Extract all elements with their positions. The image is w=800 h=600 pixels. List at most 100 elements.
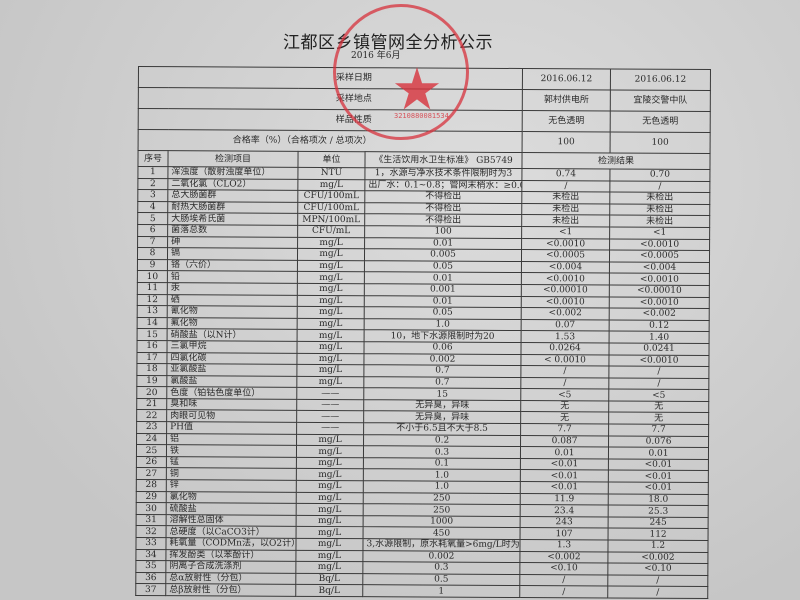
result-site-2: <0.002 xyxy=(609,308,710,321)
result-site-2: 0.076 xyxy=(608,435,709,448)
standard-limit: 0.01 xyxy=(364,295,522,308)
row-number: 37 xyxy=(135,583,166,596)
row-number: 33 xyxy=(135,537,167,550)
column-header: 检测项目 xyxy=(167,150,299,168)
result-site-1: 0.087 xyxy=(520,435,609,448)
standard-limit: 无异臭，异味 xyxy=(363,411,521,424)
header-row: 采样日期 2016.06.12 2016.06.12 xyxy=(138,66,711,91)
header-row: 样品性质 无色透明 无色透明 xyxy=(138,108,711,133)
test-item: 浑浊度（散射浊度单位） xyxy=(167,166,298,179)
header-row: 合格率（%）（合格项次 / 总项次） 100 100 xyxy=(138,129,711,154)
header-value: 无色透明 xyxy=(522,110,611,132)
test-item: 氟化物 xyxy=(167,317,298,330)
result-site-2: 0.0241 xyxy=(609,342,710,355)
row-number: 19 xyxy=(136,375,167,387)
unit: mg/L xyxy=(295,561,363,574)
row-number: 2 xyxy=(137,178,168,190)
result-site-1: <0.002 xyxy=(519,551,608,564)
result-site-1: <0.0010 xyxy=(521,272,610,285)
test-item: 镉 xyxy=(167,247,298,261)
result-site-2: 7.7 xyxy=(608,424,709,437)
unit: mg/L xyxy=(296,364,364,377)
row-number: 30 xyxy=(136,502,167,515)
test-item: 四氯化碳 xyxy=(166,352,298,365)
unit: mg/L xyxy=(297,248,365,261)
unit: Bq/L xyxy=(295,573,363,586)
result-site-1: 0.07 xyxy=(521,319,610,332)
standard-limit: 0.5 xyxy=(362,573,520,586)
unit: mg/L xyxy=(296,457,364,470)
test-item: 铝 xyxy=(166,433,297,446)
standard-limit: 1，水源与净水技术条件限制时为3 xyxy=(364,167,522,181)
header-row: 采样地点 郭村供电所 宜陵交警中队 xyxy=(138,87,711,112)
result-site-1: 无 xyxy=(520,411,609,425)
header-label: 样品性质 xyxy=(138,108,523,132)
table-row: 37 总β放射性（分包） Bq/L 1// xyxy=(135,583,708,599)
standard-limit: 0.002 xyxy=(362,550,520,563)
test-item: 硒 xyxy=(167,294,298,307)
test-item: 总α放射性（分包） xyxy=(165,572,296,585)
standard-limit: 0.3 xyxy=(362,561,520,575)
standard-limit: 450 xyxy=(363,527,521,540)
row-number: 23 xyxy=(136,421,167,434)
result-site-2: <5 xyxy=(608,389,709,402)
standard-limit: 0.2 xyxy=(363,434,521,447)
result-site-1: 0.0264 xyxy=(521,342,610,355)
result-site-1: < 0.0010 xyxy=(520,354,610,367)
row-number: 1 xyxy=(137,166,168,179)
standard-limit: 不得检出 xyxy=(364,214,522,227)
test-item: 硫酸盐 xyxy=(166,502,297,516)
result-site-2: 18.0 xyxy=(608,493,709,506)
result-site-1: 0.74 xyxy=(521,168,610,181)
result-site-1: <0.01 xyxy=(520,469,609,482)
row-number: 36 xyxy=(135,572,166,585)
row-number: 6 xyxy=(137,224,168,237)
result-site-2: 未检出 xyxy=(609,215,710,228)
test-item: 耗氧量（CODMn法，以O2计） xyxy=(165,537,297,550)
water-quality-table: 采样日期 2016.06.12 2016.06.12 采样地点 郭村供电所 宜陵交警中队样… xyxy=(135,66,711,599)
standard-limit: 0.01 xyxy=(364,237,522,250)
result-site-2: <0.0010 xyxy=(609,296,710,309)
unit: mg/L xyxy=(297,178,365,191)
result-site-1: <0.0005 xyxy=(521,249,610,262)
row-number: 35 xyxy=(135,560,166,573)
unit: NTU xyxy=(297,167,365,180)
row-number: 25 xyxy=(136,444,167,457)
unit: —— xyxy=(296,387,364,400)
standard-limit: 1.0 xyxy=(364,318,522,331)
result-site-1: <0.01 xyxy=(520,481,609,494)
test-item: 亚氯酸盐 xyxy=(166,363,297,377)
result-site-2: 未检出 xyxy=(609,192,710,205)
standard-limit: 250 xyxy=(363,503,521,517)
result-site-2: <0.00010 xyxy=(609,284,710,298)
result-site-2: 0.12 xyxy=(609,319,710,332)
standard-limit: 0.3 xyxy=(363,445,521,459)
result-site-2: <0.01 xyxy=(608,481,709,495)
standard-limit: 1000 xyxy=(363,515,521,528)
row-number: 12 xyxy=(137,294,168,306)
test-item: 锰 xyxy=(166,456,297,469)
unit: mg/L xyxy=(296,526,364,539)
result-site-1: 未检出 xyxy=(521,203,610,216)
standard-limit: 3,水源限制，原水耗氧量>6mg/L时为5 xyxy=(362,538,521,552)
row-number: 22 xyxy=(136,409,167,422)
unit: mg/L xyxy=(297,318,365,331)
column-header: 序号 xyxy=(137,150,169,167)
row-number: 7 xyxy=(137,236,168,248)
document-date: 2016 年6月 xyxy=(351,51,401,61)
row-number: 10 xyxy=(137,270,168,283)
test-item: 色度（铂钴色度单位） xyxy=(166,386,297,400)
row-number: 18 xyxy=(136,363,167,376)
standard-limit: 0.06 xyxy=(363,341,522,355)
row-number: 26 xyxy=(136,456,167,469)
unit: —— xyxy=(296,399,364,412)
result-site-2: / xyxy=(608,377,709,390)
result-site-1: / xyxy=(519,585,608,598)
unit: mg/L xyxy=(296,480,364,493)
standard-limit: 0.01 xyxy=(364,272,522,285)
unit: mg/L xyxy=(297,341,365,354)
header-value: 2016.06.12 xyxy=(522,68,611,90)
test-item: 溶解性总固体 xyxy=(166,514,297,527)
standard-limit: 15 xyxy=(363,387,521,401)
result-site-2: <1 xyxy=(609,226,710,240)
